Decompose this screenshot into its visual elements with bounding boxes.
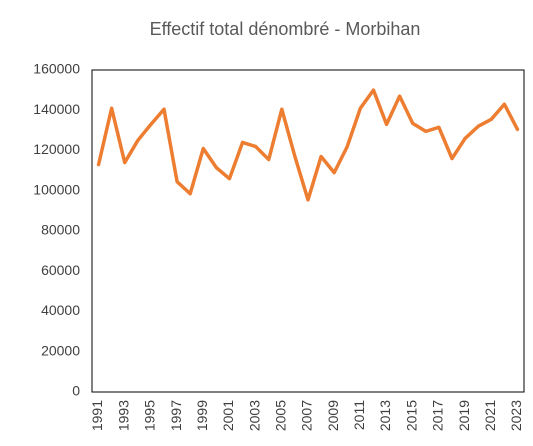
y-tick-label: 20000 (41, 342, 80, 358)
x-tick-label: 2007 (299, 400, 315, 431)
x-tick-label: 2019 (456, 400, 472, 431)
x-tick-label: 2015 (403, 400, 419, 431)
y-tick-label: 140000 (33, 101, 80, 117)
y-tick-label: 80000 (41, 222, 80, 238)
x-tick-label: 2005 (273, 400, 289, 431)
x-tick-label: 2011 (351, 400, 367, 430)
y-tick-label: 120000 (33, 141, 80, 157)
y-tick-label: 0 (72, 383, 80, 399)
x-tick-label: 1991 (89, 400, 105, 431)
x-tick-label: 2001 (220, 400, 236, 431)
x-tick-label: 2017 (430, 400, 446, 431)
plot-area (91, 69, 525, 393)
y-tick-label: 60000 (41, 262, 80, 278)
chart-title: Effectif total dénombré - Morbihan (150, 19, 421, 39)
x-tick-label: 2023 (508, 400, 524, 431)
x-tick-label: 2021 (482, 400, 498, 431)
x-tick-label: 1999 (194, 400, 210, 431)
x-tick-label: 2009 (325, 400, 341, 431)
y-tick-label: 160000 (33, 61, 80, 77)
x-tick-label: 1995 (142, 400, 158, 431)
y-tick-label: 100000 (33, 181, 80, 197)
x-tick-label: 2003 (246, 400, 262, 431)
line (96, 88, 520, 202)
x-tick-label: 1997 (168, 400, 184, 431)
x-tick-label: 1993 (115, 400, 131, 431)
x-tick-label: 2013 (377, 400, 393, 431)
y-tick-label: 40000 (41, 302, 80, 318)
